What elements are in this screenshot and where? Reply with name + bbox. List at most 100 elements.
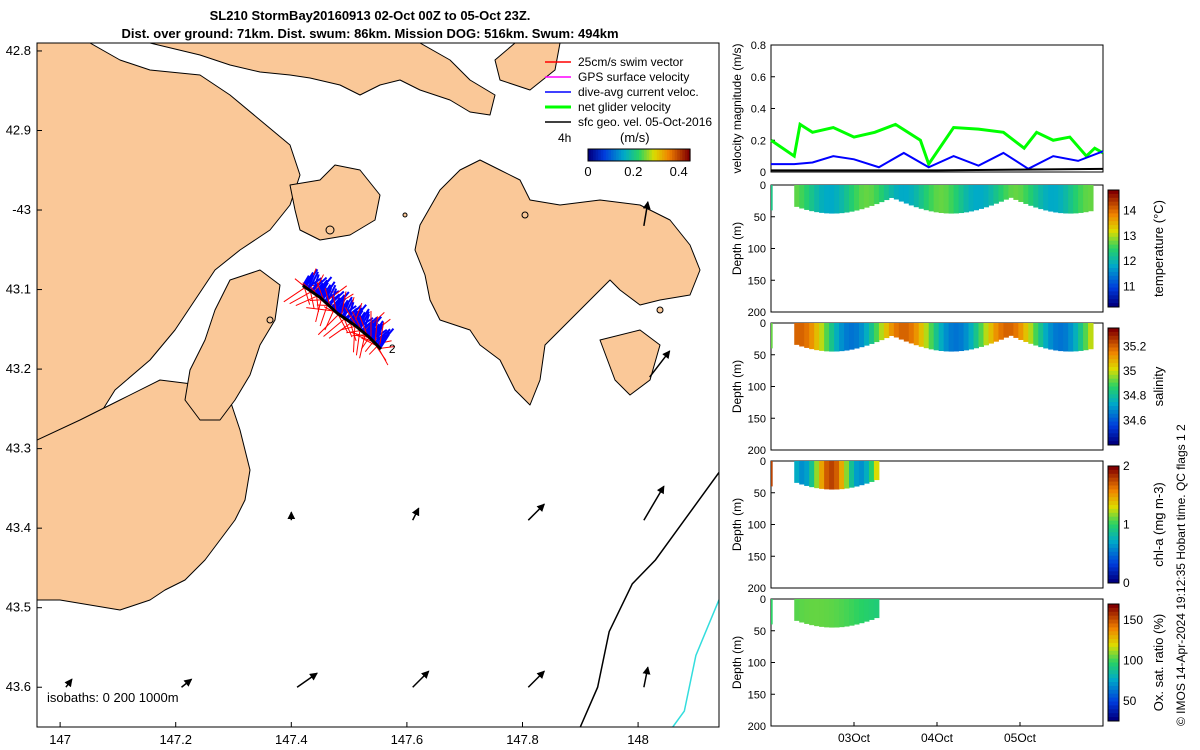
colorbar-cell (1108, 425, 1119, 430)
dive-avg-vector (306, 274, 315, 290)
temperature-profile-block (849, 185, 855, 212)
colorbar-cell (1108, 520, 1119, 525)
dive-avg-vector (311, 274, 320, 293)
swim-vector (352, 311, 363, 332)
temperature-colorbar: 11 12 13 14 (1107, 189, 1137, 308)
colorbar-cell (593, 149, 597, 161)
temperature-colorbar-tick-label: 12 (1123, 254, 1137, 268)
temperature-profile-block (973, 185, 979, 211)
dive-avg-vector (314, 279, 329, 295)
chl-a-profile-block (839, 461, 845, 490)
section-x-tick-label: 03Oct (838, 731, 871, 745)
chl-a-y-tick-label: 100 (748, 520, 766, 532)
colorbar-cell (1108, 685, 1119, 691)
colorbar-cell (1108, 650, 1119, 656)
dive-avg-vector (367, 321, 379, 337)
colorbar-cell (1108, 697, 1119, 702)
colorbar-cell (1108, 193, 1119, 199)
colorbar-cell (1108, 555, 1119, 561)
chl-a-profile-block (834, 461, 840, 490)
oxygen-colorbar-label: Ox. sat. ratio (%) (1151, 614, 1166, 712)
map-x-tick-label: 147.2 (159, 732, 192, 747)
colorbar-cell (1108, 299, 1119, 304)
velocity-series-line (771, 150, 1104, 170)
salinity-profile-block (943, 323, 950, 352)
map-y-tick-label: 42.8 (6, 43, 31, 58)
chl-a-y-tick-label: 200 (748, 583, 766, 595)
legend-label: GPS surface velocity (578, 70, 689, 84)
salinity-profile-block (804, 323, 810, 348)
salinity-profile-block (998, 323, 1004, 340)
colorbar-cell (590, 149, 594, 161)
colorbar-cell (1108, 248, 1119, 253)
temperature-profile-block (814, 185, 820, 213)
oxygen-profile-block (804, 599, 810, 624)
chart-title-line2: Dist. over ground: 71km. Dist. swum: 86k… (121, 26, 619, 41)
colorbar-cell (1108, 662, 1119, 667)
colorbar-cell (1108, 221, 1119, 226)
temperature-profile-block (1053, 185, 1059, 213)
colorbar-cell (1108, 201, 1119, 207)
geo-velocity-vector (642, 666, 651, 688)
colorbar-cell (1108, 279, 1119, 285)
salinity-profile-block (938, 323, 945, 352)
temperature-profile-block (903, 185, 910, 204)
temperature-section-data (771, 185, 1094, 214)
colorbar-cell (1108, 567, 1119, 572)
velocity-series-line (771, 167, 1104, 172)
salinity-profile-block (933, 323, 940, 351)
oxygen-profile-block (771, 599, 773, 625)
colorbar-cell (677, 149, 681, 161)
geo-velocity-vector (181, 678, 193, 688)
swim-vector (309, 290, 315, 309)
swim-vector (378, 321, 385, 348)
temperature-profile-block (819, 185, 825, 213)
colorbar-cell (1108, 355, 1119, 360)
colorbar-cell (664, 149, 668, 161)
colorbar-cell (1108, 512, 1119, 518)
colorbar-cell (1108, 713, 1119, 718)
oxygen-y-tick-label: 200 (748, 721, 766, 733)
colorbar-cell (1108, 615, 1119, 621)
oxygen-profile-block (809, 599, 815, 626)
swim-vector (289, 291, 312, 305)
colorbar-cell (1108, 260, 1119, 265)
temperature-profile-block (1018, 185, 1024, 202)
colorbar-cell (1108, 437, 1119, 442)
salinity-colorbar: 34.6 34.8 35 35.2 (1107, 327, 1147, 446)
dive-avg-vector (336, 302, 345, 314)
chl-a-profile-block (849, 461, 855, 488)
chl-a-y-tick-label: 0 (760, 456, 766, 468)
geo-velocity-vector (642, 200, 651, 227)
temperature-profile-block (883, 185, 890, 201)
colorbar-cell (621, 149, 625, 161)
velocity-panel: 0 0.2 0.4 0.6 0.8 velocity magnitude (m/s) (730, 40, 1104, 179)
colorbar-cell (1108, 579, 1119, 584)
swim-vector (340, 291, 347, 317)
salinity-profile-block (1038, 323, 1044, 348)
temperature-profile-block (1088, 185, 1094, 212)
colorbar-cell (1108, 394, 1119, 399)
salinity-profile-block (873, 323, 880, 343)
colorbar-cell (631, 149, 635, 161)
colorbar-cell (649, 149, 653, 161)
temperature-profile-block (888, 185, 895, 198)
oxygen-profile-block (873, 599, 880, 619)
salinity-profile-block (928, 323, 935, 350)
temperature-y-tick-label: 100 (748, 244, 766, 256)
chl-a-profile-block (863, 461, 870, 484)
geo-velocity-vector (527, 503, 545, 521)
oxygen-profile-block (794, 599, 800, 621)
colorbar-cell (1108, 623, 1119, 628)
dive-avg-vector (330, 297, 342, 309)
north-land (149, 43, 496, 116)
colorbar-cell (1108, 604, 1119, 609)
salinity-y-tick-label: 50 (754, 350, 766, 362)
colorbar-cell (1108, 611, 1119, 617)
temperature-ylabel: Depth (m) (730, 222, 744, 275)
salinity-profile-block (809, 323, 815, 350)
chl-a-profile-block (804, 461, 810, 486)
salinity-profile-block (844, 323, 850, 351)
colorbar-cell (1108, 575, 1119, 580)
section-x-tick-label: 04Oct (921, 731, 954, 745)
